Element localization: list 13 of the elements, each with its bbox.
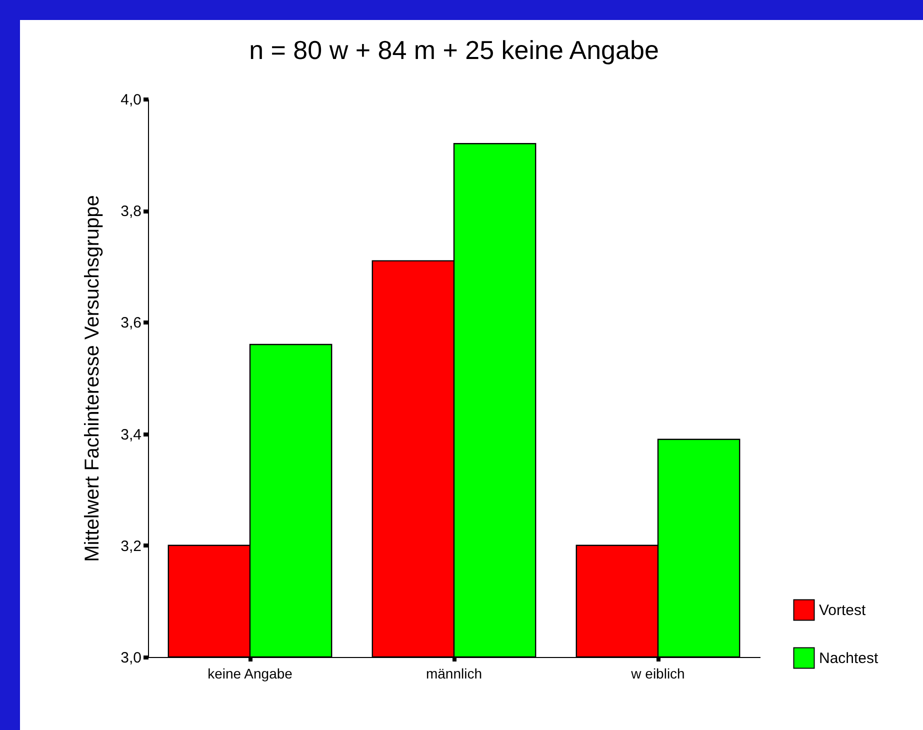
- x-tick-label: keine Angabe: [208, 666, 293, 682]
- y-tick-label: 3,2: [120, 538, 142, 555]
- y-tick-label: 3,4: [120, 426, 142, 444]
- x-tick-label: männlich: [426, 666, 482, 682]
- legend-label: Vortest: [819, 602, 867, 619]
- y-tick-label: 4,0: [120, 92, 142, 108]
- x-tick-label: w eiblich: [630, 666, 685, 682]
- chart-title: n = 80 w + 84 m + 25 keine Angabe: [249, 35, 659, 65]
- y-tick-label: 3,6: [120, 314, 142, 332]
- y-axis-title: Mittelwert Fachinteresse Versuchsgruppe: [82, 195, 104, 562]
- y-tick-label: 3,8: [120, 203, 142, 220]
- y-tick-label: 3,0: [120, 650, 142, 666]
- legend-label: Nachtest: [819, 650, 880, 667]
